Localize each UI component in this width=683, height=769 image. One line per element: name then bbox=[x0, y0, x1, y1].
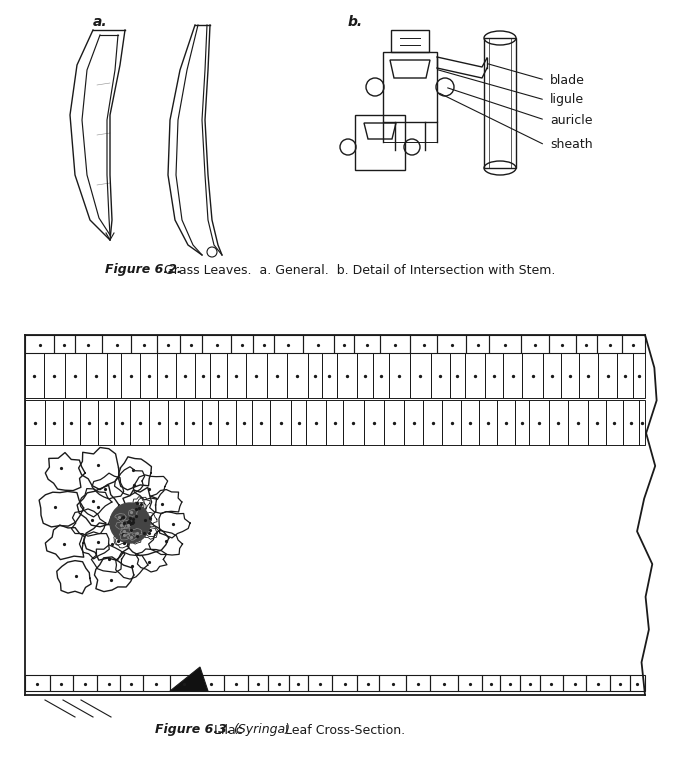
Text: ligule: ligule bbox=[550, 94, 584, 106]
Text: auricle: auricle bbox=[550, 114, 592, 126]
Text: blade: blade bbox=[550, 74, 585, 86]
Text: Figure 6.2.: Figure 6.2. bbox=[105, 264, 182, 277]
Polygon shape bbox=[170, 667, 208, 691]
Text: Lilac: Lilac bbox=[210, 724, 247, 737]
Text: a.: a. bbox=[93, 15, 108, 29]
Text: sheath: sheath bbox=[550, 138, 593, 151]
Text: Grass Leaves.  a. General.  b. Detail of Intersection with Stem.: Grass Leaves. a. General. b. Detail of I… bbox=[160, 264, 555, 277]
Text: Leaf Cross-Section.: Leaf Cross-Section. bbox=[281, 724, 405, 737]
Text: (Syringa): (Syringa) bbox=[233, 724, 290, 737]
Circle shape bbox=[110, 503, 150, 543]
Text: b.: b. bbox=[348, 15, 363, 29]
Text: Figure 6.3.: Figure 6.3. bbox=[155, 724, 232, 737]
